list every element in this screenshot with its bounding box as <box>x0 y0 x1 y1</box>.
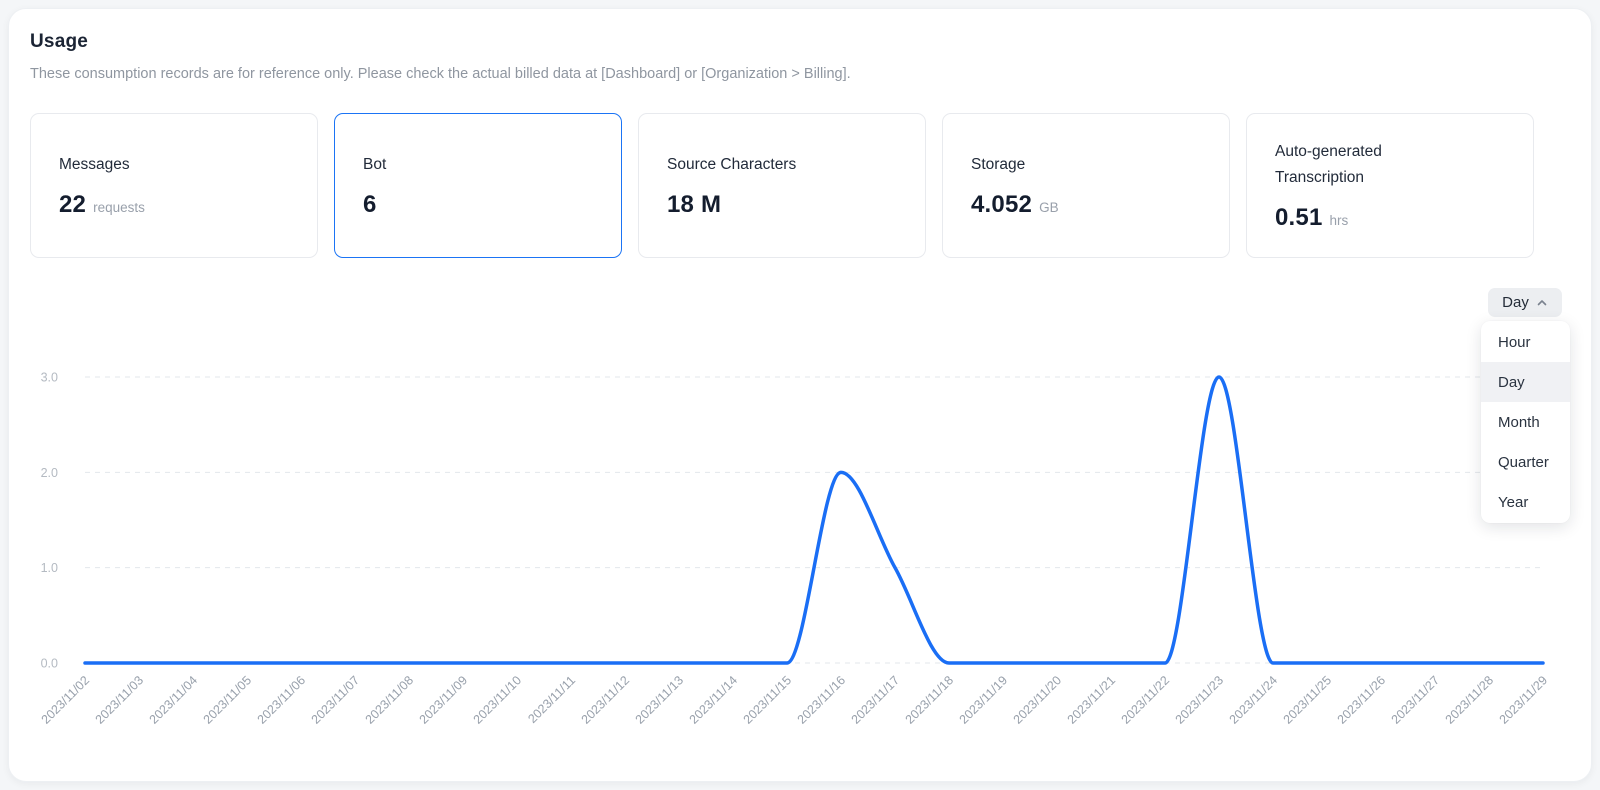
y-axis-tick-label: 0.0 <box>41 657 58 671</box>
usage-card-storage[interactable]: Storage 4.052 GB <box>942 113 1230 258</box>
card-value: 6 <box>363 191 377 219</box>
page-subtitle: These consumption records are for refere… <box>30 66 851 82</box>
usage-card-transcription[interactable]: Auto-generated Transcription 0.51 hrs <box>1246 113 1534 258</box>
usage-card-messages[interactable]: Messages 22 requests <box>30 113 318 258</box>
y-axis-tick-label: 3.0 <box>41 371 58 385</box>
card-value: 22 <box>59 191 87 219</box>
x-axis-label: 2023/11/27 <box>1389 673 1443 727</box>
x-axis-label: 2023/11/15 <box>741 673 795 727</box>
menu-item-month[interactable]: Month <box>1498 413 1540 431</box>
x-axis-label: 2023/11/22 <box>1119 673 1173 727</box>
x-axis-label: 2023/11/03 <box>93 673 147 727</box>
x-axis-label: 2023/11/05 <box>201 673 255 727</box>
x-axis-label: 2023/11/17 <box>849 673 903 727</box>
card-label: Auto-generated Transcription <box>1275 142 1382 186</box>
card-value: 0.51 <box>1275 204 1323 232</box>
granularity-menu: Hour Day Month Quarter Year <box>1481 321 1570 523</box>
card-value-row: 6 <box>363 191 593 219</box>
x-axis-label: 2023/11/29 <box>1497 673 1551 727</box>
card-value-row: 0.51 hrs <box>1275 204 1505 232</box>
x-axis-label: 2023/11/26 <box>1335 673 1389 727</box>
card-label: Messages <box>59 155 130 173</box>
card-label: Bot <box>363 155 387 173</box>
granularity-selected-label: Day <box>1502 294 1529 311</box>
x-axis-label: 2023/11/20 <box>1011 673 1065 727</box>
x-axis-label: 2023/11/09 <box>417 673 471 727</box>
x-axis-label: 2023/11/14 <box>687 673 741 727</box>
x-axis-label: 2023/11/08 <box>363 673 417 727</box>
x-axis-label: 2023/11/16 <box>795 673 849 727</box>
x-axis-label: 2023/11/23 <box>1173 673 1227 727</box>
x-axis-label: 2023/11/12 <box>579 673 633 727</box>
card-value: 4.052 <box>971 191 1033 219</box>
card-value: 18 M <box>667 191 722 219</box>
usage-card-bot[interactable]: Bot 6 <box>334 113 622 258</box>
usage-cards-row: Messages 22 requests Bot 6 Source Charac… <box>30 113 1534 258</box>
x-axis-label: 2023/11/07 <box>309 673 363 727</box>
granularity-button[interactable]: Day <box>1488 288 1562 317</box>
x-axis-label: 2023/11/02 <box>39 673 93 727</box>
usage-card-source-characters[interactable]: Source Characters 18 M <box>638 113 926 258</box>
y-axis-tick-label: 1.0 <box>41 561 58 575</box>
card-label: Storage <box>971 155 1026 173</box>
x-axis-label: 2023/11/21 <box>1065 673 1119 727</box>
x-axis-label: 2023/11/10 <box>471 673 525 727</box>
chevron-up-icon <box>1536 297 1548 309</box>
menu-item-year[interactable]: Year <box>1498 493 1529 511</box>
card-unit: hrs <box>1329 213 1349 229</box>
menu-item-quarter[interactable]: Quarter <box>1498 453 1549 471</box>
x-axis-label: 2023/11/06 <box>255 673 309 727</box>
page-title: Usage <box>30 31 89 52</box>
x-axis-label: 2023/11/24 <box>1227 673 1281 727</box>
x-axis-label: 2023/11/25 <box>1281 673 1335 727</box>
menu-item-day[interactable]: Day <box>1481 362 1570 402</box>
card-unit: GB <box>1039 200 1059 216</box>
card-value-row: 18 M <box>667 191 897 219</box>
menu-item-hour[interactable]: Hour <box>1498 333 1531 351</box>
card-label: Source Characters <box>667 155 797 173</box>
card-unit: requests <box>93 200 145 216</box>
x-axis-label: 2023/11/18 <box>903 673 957 727</box>
x-axis-label: 2023/11/19 <box>957 673 1011 727</box>
x-axis-label: 2023/11/28 <box>1443 673 1497 727</box>
y-axis-tick-label: 2.0 <box>41 466 58 480</box>
card-value-row: 4.052 GB <box>971 191 1201 219</box>
usage-line-series <box>83 375 1545 665</box>
card-value-row: 22 requests <box>59 191 289 219</box>
x-axis-label: 2023/11/04 <box>147 673 201 727</box>
x-axis-label: 2023/11/13 <box>633 673 687 727</box>
x-axis-label: 2023/11/11 <box>525 673 578 726</box>
usage-chart-area: 0.0 1.0 2.0 3.0 2023/11/02 2023/11/03 2023/11/… <box>0 330 1600 790</box>
